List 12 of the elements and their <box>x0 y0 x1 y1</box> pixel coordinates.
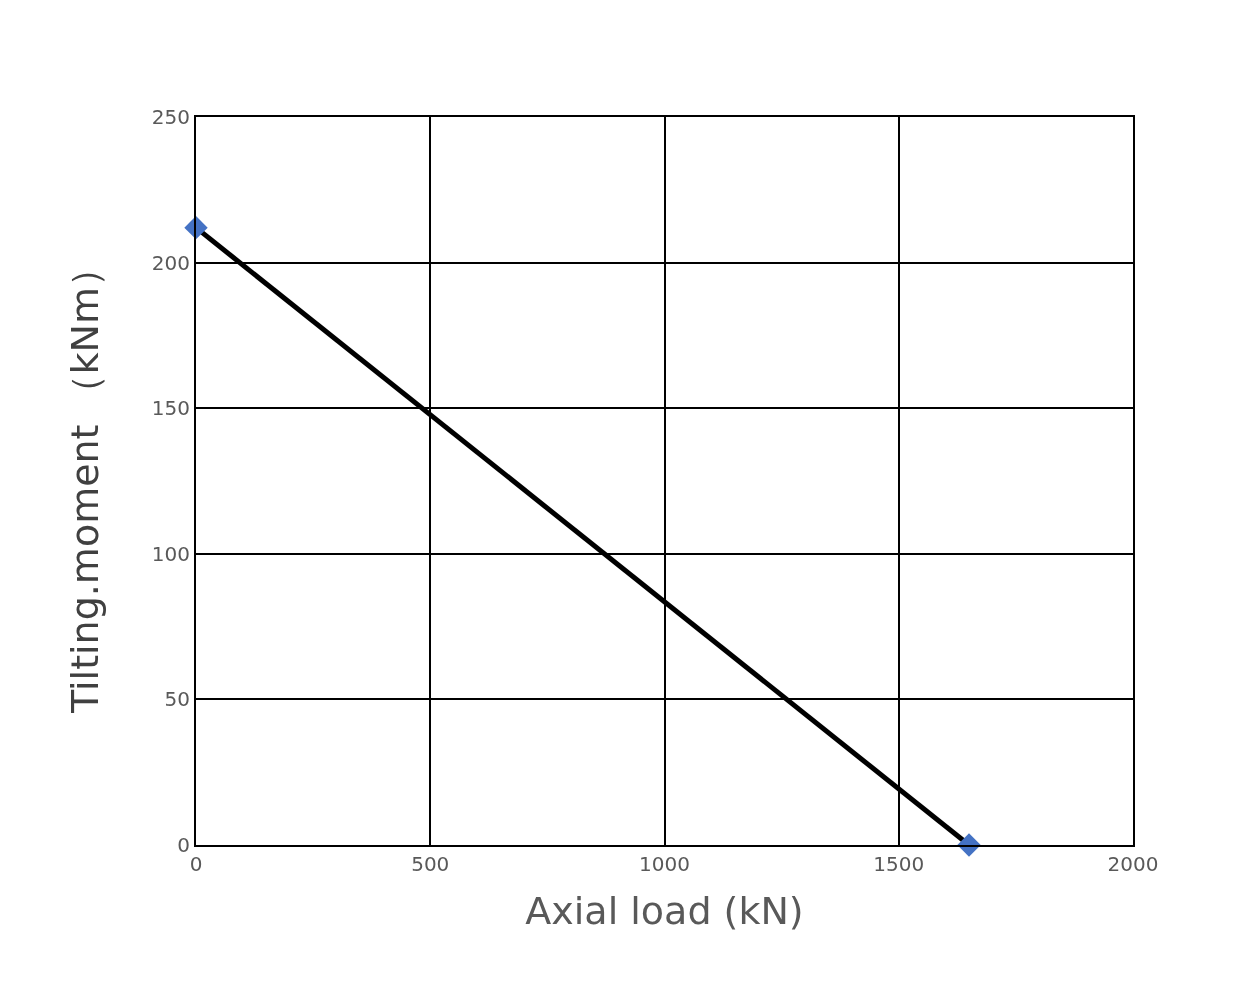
y-tick-label: 50 <box>164 687 190 712</box>
x-tick-label: 2000 <box>1107 852 1159 876</box>
y-tick-label: 150 <box>151 396 190 421</box>
y-tick-label: 100 <box>151 541 190 566</box>
x-tick-label: 1000 <box>639 852 690 876</box>
x-tick-label: 500 <box>411 852 450 876</box>
x-axis-title: Axial load (kN) <box>525 888 804 933</box>
y-tick-label: 200 <box>151 250 190 275</box>
y-tick-label: 250 <box>151 105 190 129</box>
y-tick-label: 0 <box>177 833 190 857</box>
x-tick-label: 1500 <box>873 852 925 876</box>
y-axis-title: Tilting.moment （kNm） <box>62 248 107 715</box>
